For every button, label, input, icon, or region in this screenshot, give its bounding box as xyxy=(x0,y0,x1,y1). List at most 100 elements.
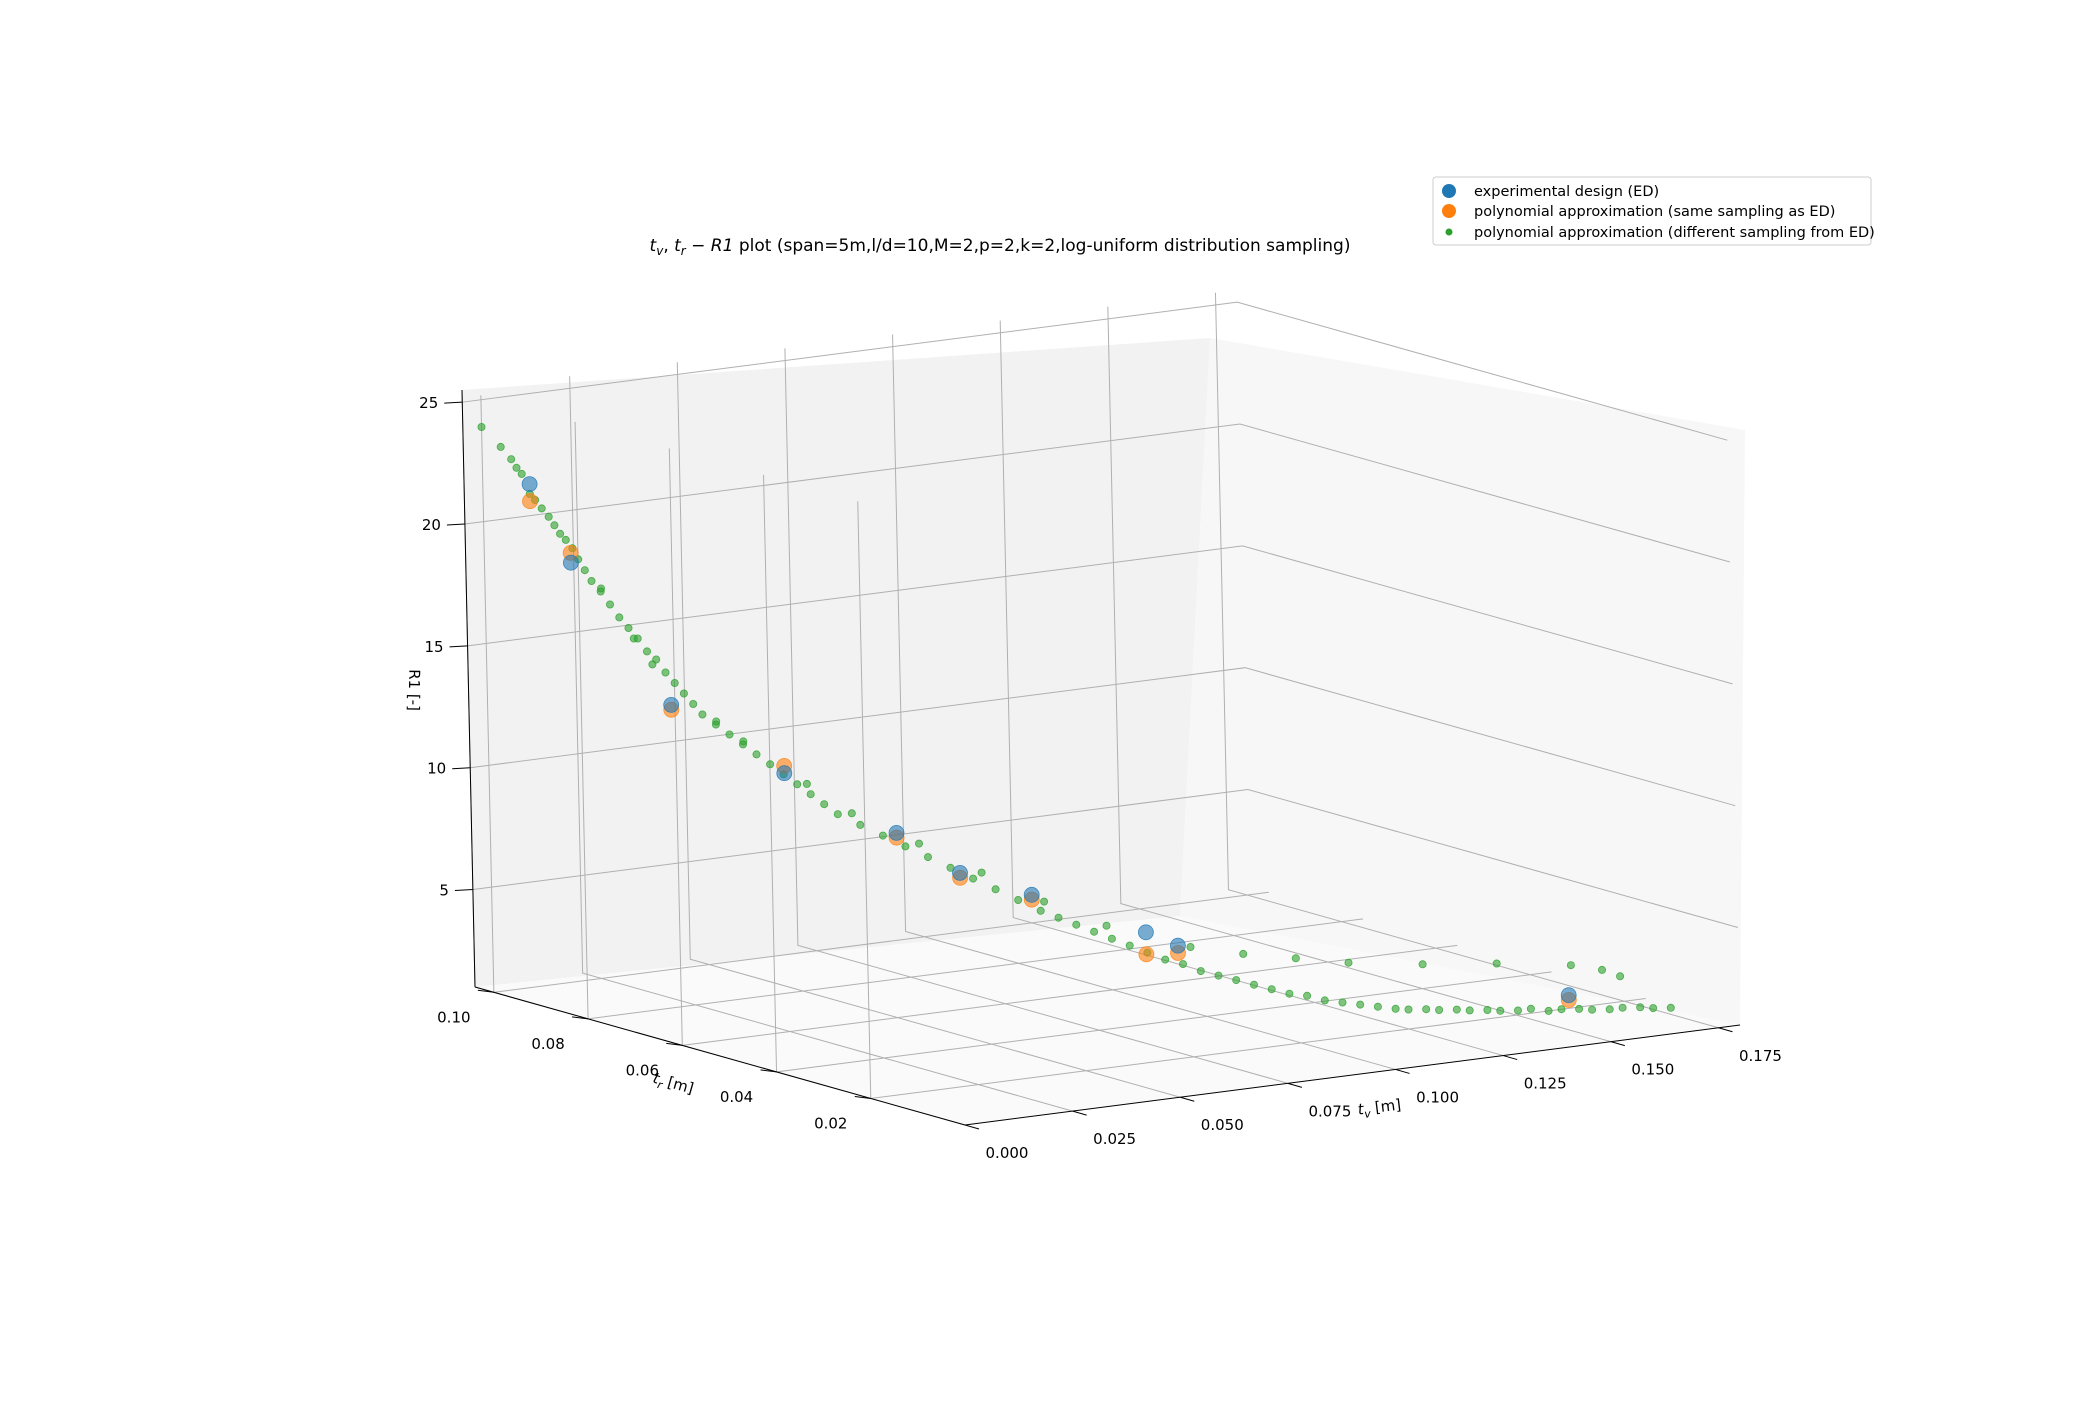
ed-point xyxy=(663,697,680,713)
poly-diff-point xyxy=(1566,961,1575,970)
z-axis-line xyxy=(461,389,476,988)
poly-diff-point xyxy=(1356,1000,1365,1009)
left-pane xyxy=(462,338,1210,987)
poly-diff-point xyxy=(1418,960,1427,969)
poly-diff-point xyxy=(1102,921,1111,930)
y-axis-line xyxy=(474,986,966,1126)
x-tick-label: 0.025 xyxy=(1093,1130,1136,1148)
x-tick-label: 0.125 xyxy=(1524,1075,1567,1093)
legend-box xyxy=(1432,176,1872,246)
poly-same-point xyxy=(1138,946,1155,963)
x-axis-label-unit: [m] xyxy=(1369,1095,1402,1117)
poly-diff-point xyxy=(1232,976,1241,985)
y-tick-label: 0.08 xyxy=(531,1035,564,1053)
poly-diff-point xyxy=(725,730,734,739)
poly-diff-point xyxy=(793,780,802,789)
y-axis-label-unit: [m] xyxy=(661,1072,696,1098)
ed-point xyxy=(952,865,968,881)
y-tick-mark xyxy=(477,989,494,993)
poly-diff-point xyxy=(1422,1005,1431,1014)
poly-diff-point xyxy=(1496,1006,1505,1015)
legend-marker-poly-diff xyxy=(1445,228,1453,236)
poly-diff-point xyxy=(1636,1003,1645,1012)
poly-diff-point xyxy=(1373,1002,1382,1011)
z-tick-mark xyxy=(444,401,463,404)
poly-diff-point xyxy=(1435,1006,1444,1015)
legend-label-poly-diff: polynomial approximation (different samp… xyxy=(1474,225,1875,241)
poly-same-point xyxy=(522,493,538,510)
chart-title: tv, tr − R1 plot (span=5m,l/d=10,M=2,p=2… xyxy=(650,236,1351,258)
poly-diff-point xyxy=(1179,960,1188,969)
y-axis-label-sub: r xyxy=(656,1078,665,1092)
poly-diff-point xyxy=(648,660,657,669)
poly-diff-point xyxy=(615,613,624,622)
y-tick-label: 0.04 xyxy=(720,1088,753,1106)
poly-diff-point xyxy=(739,737,748,746)
y-tick-label: 0.10 xyxy=(437,1008,470,1026)
poly-diff-point xyxy=(878,831,887,840)
poly-diff-point xyxy=(1303,991,1312,1000)
poly-diff-point xyxy=(512,463,521,472)
y-tick-mark xyxy=(760,1069,777,1073)
x-tick-label: 0.000 xyxy=(986,1144,1029,1162)
poly-diff-point xyxy=(496,442,505,451)
x-grid-line xyxy=(569,376,1073,1112)
x-tick-mark xyxy=(1395,1068,1410,1074)
title-minus: − xyxy=(686,236,711,256)
poly-diff-point xyxy=(1649,1004,1658,1013)
poly-diff-point xyxy=(1483,1006,1492,1015)
poly-diff-point xyxy=(847,809,856,818)
y-tick-label: 0.06 xyxy=(626,1061,659,1079)
title-r1: R1 xyxy=(711,236,734,256)
y-axis-label-main: t xyxy=(651,1069,663,1088)
poly-diff-point xyxy=(1526,1004,1535,1013)
poly-diff-point xyxy=(1598,965,1607,974)
poly-diff-point xyxy=(597,584,606,593)
poly-diff-point xyxy=(629,634,638,643)
x-tick-label: 0.175 xyxy=(1739,1047,1782,1065)
poly-diff-point xyxy=(977,868,986,877)
title-t1: t xyxy=(650,236,658,256)
poly-diff-point xyxy=(766,760,775,769)
legend: experimental design (ED) polynomial appr… xyxy=(1432,176,1875,246)
y-tick-mark xyxy=(666,1042,683,1046)
poly-diff-point xyxy=(856,820,865,829)
x-tick-mark xyxy=(1072,1110,1087,1116)
poly-diff-point xyxy=(1090,927,1099,936)
poly-diff-point xyxy=(537,504,546,513)
x-axis-label-sub: v xyxy=(1364,1107,1373,1121)
x-grid-line xyxy=(676,362,1181,1098)
poly-diff-point xyxy=(517,469,526,478)
poly-diff-point xyxy=(1250,980,1259,989)
y-tick-mark xyxy=(854,1095,871,1099)
z-grid-line xyxy=(464,423,1731,563)
x-tick-mark xyxy=(1503,1055,1518,1061)
poly-diff-point xyxy=(712,717,721,726)
poly-diff-point xyxy=(1320,996,1329,1005)
poly-diff-point xyxy=(1107,934,1116,943)
axis-ticks: 0.0000.0250.0500.0750.1000.1250.1500.175… xyxy=(419,394,1782,1162)
y-tick-mark xyxy=(572,1016,589,1020)
ed-point xyxy=(888,825,905,841)
poly-diff-point xyxy=(587,577,596,586)
x-axis-label-main: t xyxy=(1357,1100,1366,1119)
legend-label-poly-same: polynomial approximation (same sampling … xyxy=(1474,204,1835,220)
title-sub-r: r xyxy=(681,244,687,258)
poly-diff-point xyxy=(752,750,761,759)
ed-point xyxy=(776,765,793,782)
poly-diff-point xyxy=(1605,1005,1614,1014)
poly-diff-point xyxy=(915,839,924,848)
title-sep: , xyxy=(663,236,674,256)
poly-diff-point xyxy=(1514,1006,1523,1015)
poly-diff-point xyxy=(643,647,652,656)
poly-diff-point xyxy=(1338,998,1347,1007)
z-tick-label: 5 xyxy=(439,882,449,900)
z-tick-label: 25 xyxy=(419,394,438,412)
poly-diff-point xyxy=(1291,954,1300,963)
poly-diff-point xyxy=(670,679,679,688)
poly-diff-point xyxy=(924,853,933,862)
x-grid-line xyxy=(784,348,1289,1084)
poly-diff-point xyxy=(1616,972,1625,981)
poly-diff-point xyxy=(1125,941,1134,950)
